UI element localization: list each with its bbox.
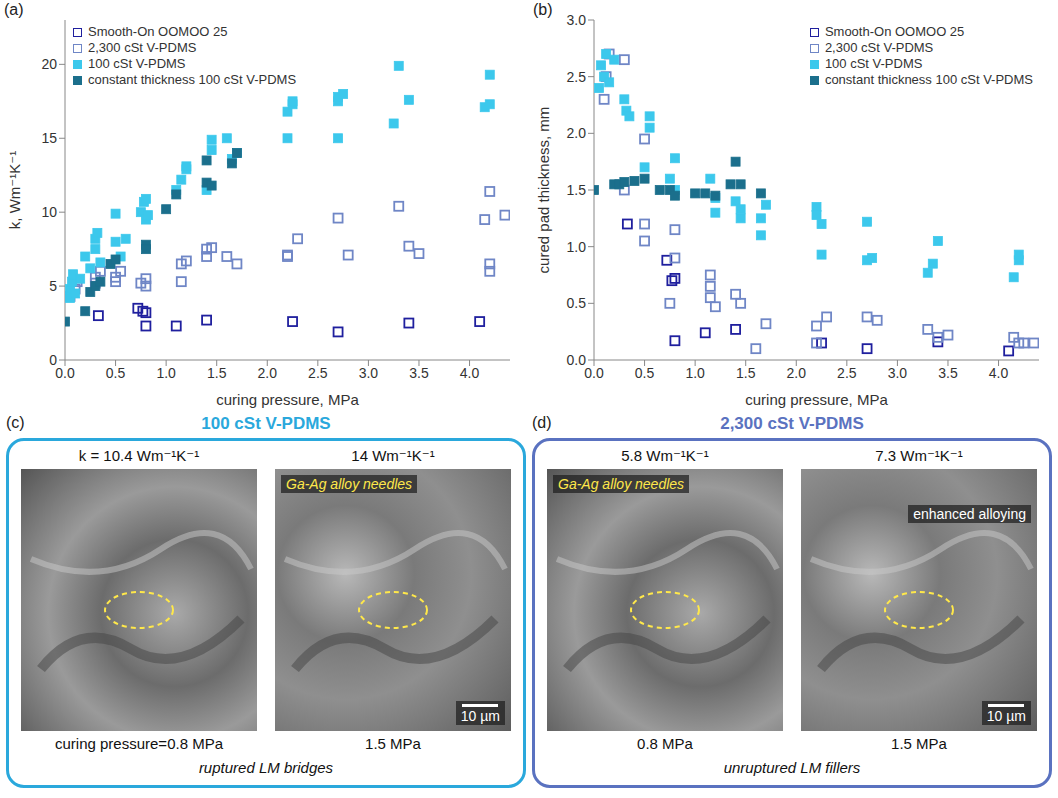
svg-text:1.5: 1.5 [567, 182, 587, 198]
svg-text:0.0: 0.0 [584, 365, 604, 381]
svg-text:k, Wm⁻¹K⁻¹: k, Wm⁻¹K⁻¹ [6, 151, 23, 229]
svg-text:15: 15 [41, 130, 57, 146]
svg-text:3.0: 3.0 [567, 12, 587, 28]
svg-text:2.0: 2.0 [787, 365, 807, 381]
svg-text:cured pad thickness, mm: cured pad thickness, mm [535, 107, 552, 274]
svg-text:2.5: 2.5 [308, 365, 328, 381]
html-text:constant thickness 100 cSt V-P: constant thickness 100 cSt V-PDMS [88, 72, 297, 87]
svg-text:1.5: 1.5 [736, 365, 756, 381]
svg-text:2.0: 2.0 [258, 365, 278, 381]
html-text:10 µm: 10 µm [986, 708, 1026, 724]
svg-text:3.0: 3.0 [359, 365, 379, 381]
svg-text:5: 5 [49, 278, 57, 294]
html-text:100 cSt V-PDMS: 100 cSt V-PDMS [824, 56, 923, 71]
html-text:100 cSt V-PDMS: 100 cSt V-PDMS [88, 56, 186, 71]
html-text:ruptured LM bridges: ruptured LM bridges [198, 759, 334, 776]
html-text:100 cSt V-PDMS: 100 cSt V-PDMS [201, 414, 331, 433]
svg-text:1.0: 1.0 [685, 365, 705, 381]
svg-text:3.5: 3.5 [409, 365, 429, 381]
html-text:k = 10.4 Wm⁻¹K⁻¹: k = 10.4 Wm⁻¹K⁻¹ [78, 447, 200, 464]
html-text:curing pressure=0.8 MPa: curing pressure=0.8 MPa [55, 735, 223, 752]
svg-text:4.0: 4.0 [460, 365, 480, 381]
html-text:Smooth-On OOMOO 25: Smooth-On OOMOO 25 [824, 24, 965, 39]
html-text:14 Wm⁻¹K⁻¹: 14 Wm⁻¹K⁻¹ [351, 447, 435, 464]
svg-text:3.5: 3.5 [938, 365, 958, 381]
html-text:Smooth-On OOMOO 25: Smooth-On OOMOO 25 [88, 24, 228, 39]
html-text:constant thickness 100 cSt V-P: constant thickness 100 cSt V-PDMS [824, 72, 1033, 87]
svg-text:0.5: 0.5 [567, 295, 587, 311]
html-text:5.8 Wm⁻¹K⁻¹: 5.8 Wm⁻¹K⁻¹ [621, 447, 709, 464]
svg-text:0.5: 0.5 [635, 365, 655, 381]
svg-text:4.0: 4.0 [989, 365, 1009, 381]
html-text:1.5 MPa: 1.5 MPa [891, 735, 947, 752]
svg-text:2.0: 2.0 [567, 125, 587, 141]
html-text:2,300 cSt V-PDMS: 2,300 cSt V-PDMS [88, 40, 197, 55]
svg-text:0: 0 [49, 352, 57, 368]
html-text:(c): (c) [6, 414, 25, 431]
html-text:1.5 MPa: 1.5 MPa [365, 735, 421, 752]
svg-text:1.5: 1.5 [207, 365, 227, 381]
html-text:enhanced alloying: enhanced alloying [913, 506, 1026, 522]
html-text:unruptured LM fillers: unruptured LM fillers [723, 759, 861, 776]
html-text:7.3 Wm⁻¹K⁻¹: 7.3 Wm⁻¹K⁻¹ [875, 447, 963, 464]
svg-text:20: 20 [41, 56, 57, 72]
svg-text:curing pressure, MPa: curing pressure, MPa [745, 391, 888, 408]
svg-text:0.5: 0.5 [106, 365, 126, 381]
html-text:Ga-Ag alloy needles: Ga-Ag alloy needles [286, 476, 413, 492]
svg-text:0.0: 0.0 [55, 365, 75, 381]
html-text:0.8 MPa: 0.8 MPa [637, 735, 693, 752]
svg-text:0.0: 0.0 [567, 352, 587, 368]
html-text:(d): (d) [532, 414, 552, 431]
svg-text:1.0: 1.0 [567, 239, 587, 255]
html-text:2,300 cSt V-PDMS: 2,300 cSt V-PDMS [824, 40, 934, 55]
svg-text:3.0: 3.0 [888, 365, 908, 381]
svg-text:curing pressure, MPa: curing pressure, MPa [216, 391, 359, 408]
html-text:(a): (a) [4, 1, 24, 18]
svg-text:1.0: 1.0 [156, 365, 176, 381]
svg-text:2.5: 2.5 [567, 69, 587, 85]
html-text:10 µm: 10 µm [460, 708, 500, 724]
svg-text:10: 10 [41, 204, 57, 220]
html-text:(b): (b) [533, 1, 553, 18]
svg-text:2.5: 2.5 [837, 365, 857, 381]
html-text:Ga-Ag alloy needles: Ga-Ag alloy needles [558, 476, 685, 492]
html-text:2,300 cSt V-PDMS: 2,300 cSt V-PDMS [720, 414, 864, 433]
